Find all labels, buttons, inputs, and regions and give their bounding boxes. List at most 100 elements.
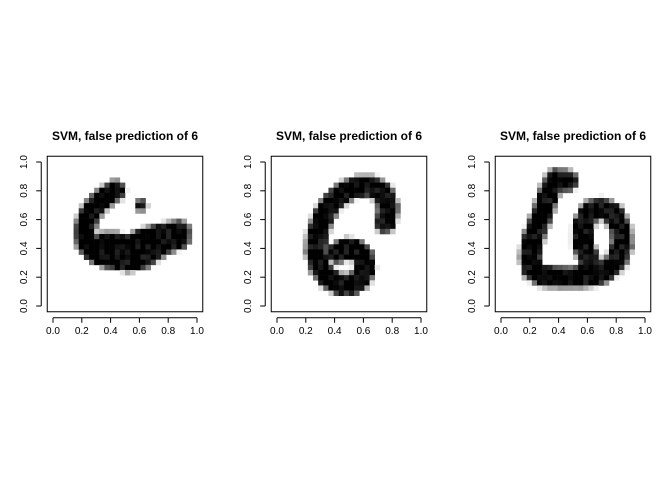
panel-3-image — [516, 167, 636, 291]
pixel — [176, 223, 182, 230]
pixel — [349, 259, 355, 266]
pixel — [135, 239, 141, 245]
pixel — [593, 254, 600, 261]
pixel — [155, 254, 162, 261]
pixel — [343, 280, 350, 286]
pixel — [542, 234, 548, 240]
pixel — [109, 192, 116, 199]
pixel — [109, 177, 116, 183]
pixel — [619, 254, 625, 261]
pixel — [547, 223, 553, 230]
pixel — [537, 234, 543, 240]
pixel — [614, 203, 620, 209]
pixel — [323, 275, 329, 281]
pixel — [374, 213, 381, 219]
pixel — [307, 223, 314, 230]
pixel — [531, 218, 538, 225]
pixel — [390, 208, 396, 214]
pixel — [135, 244, 141, 250]
pixel — [542, 270, 548, 276]
pixel — [313, 270, 319, 276]
pixel — [89, 223, 95, 230]
pixel — [150, 244, 157, 250]
pixel — [119, 259, 126, 266]
pixel — [542, 228, 548, 235]
pixel — [89, 198, 95, 204]
pixel — [125, 239, 131, 245]
pixel — [161, 249, 167, 255]
pixel — [619, 270, 625, 276]
pixel — [542, 177, 548, 183]
pixel — [125, 249, 131, 255]
pixel — [354, 198, 360, 204]
pixel — [313, 275, 319, 281]
pixel — [307, 270, 314, 276]
pixel — [145, 239, 152, 245]
y-tick-label: 0.2 — [243, 270, 254, 284]
pixel — [379, 218, 386, 225]
pixel — [619, 259, 625, 266]
pixel — [567, 223, 574, 230]
pixel — [155, 249, 162, 255]
pixel — [333, 198, 340, 204]
pixel — [343, 244, 350, 250]
pixel — [588, 218, 594, 225]
pixel — [593, 259, 600, 266]
pixel — [145, 259, 152, 266]
pixel — [323, 254, 329, 261]
pixel — [94, 228, 100, 235]
pixel — [593, 280, 600, 286]
pixel — [135, 203, 141, 209]
pixel — [318, 270, 324, 276]
pixel — [542, 223, 548, 230]
pixel — [379, 203, 386, 209]
pixel — [379, 223, 386, 230]
pixel — [547, 172, 553, 178]
pixel — [526, 228, 533, 235]
pixel — [629, 244, 636, 250]
pixel — [526, 270, 533, 276]
pixel — [89, 192, 95, 199]
pixel — [302, 228, 309, 235]
pixel — [537, 213, 543, 219]
pixel — [369, 280, 376, 286]
pixel — [583, 280, 589, 286]
pixel — [89, 244, 95, 250]
pixel — [359, 249, 365, 255]
x-tick-label: 0.0 — [270, 326, 284, 337]
pixel — [354, 264, 360, 271]
pixel — [343, 275, 350, 281]
pixel — [333, 259, 340, 266]
pixel — [603, 198, 610, 204]
pixel — [354, 280, 360, 286]
pixel — [588, 285, 594, 291]
pixel — [598, 259, 605, 266]
pixel — [547, 192, 553, 199]
pixel — [109, 264, 116, 271]
pixel — [323, 208, 329, 214]
pixel — [328, 285, 334, 291]
pixel — [181, 223, 188, 230]
pixel — [516, 254, 522, 261]
pixel — [629, 228, 636, 235]
pixel — [333, 244, 340, 250]
pixel — [104, 228, 110, 235]
x-tick-label: 0.2 — [523, 326, 537, 337]
pixel — [526, 213, 533, 219]
pixel — [83, 213, 90, 219]
pixel — [583, 223, 589, 230]
pixel — [119, 234, 126, 240]
pixel — [526, 223, 533, 230]
pixel — [598, 218, 605, 225]
pixel — [99, 239, 105, 245]
pixel — [130, 239, 136, 245]
pixel — [364, 285, 370, 291]
pixel — [104, 259, 110, 266]
pixel — [526, 264, 533, 271]
pixel — [583, 249, 589, 255]
pixel — [359, 275, 365, 281]
pixel — [369, 187, 376, 194]
pixel — [354, 290, 360, 297]
pixel — [557, 177, 564, 183]
